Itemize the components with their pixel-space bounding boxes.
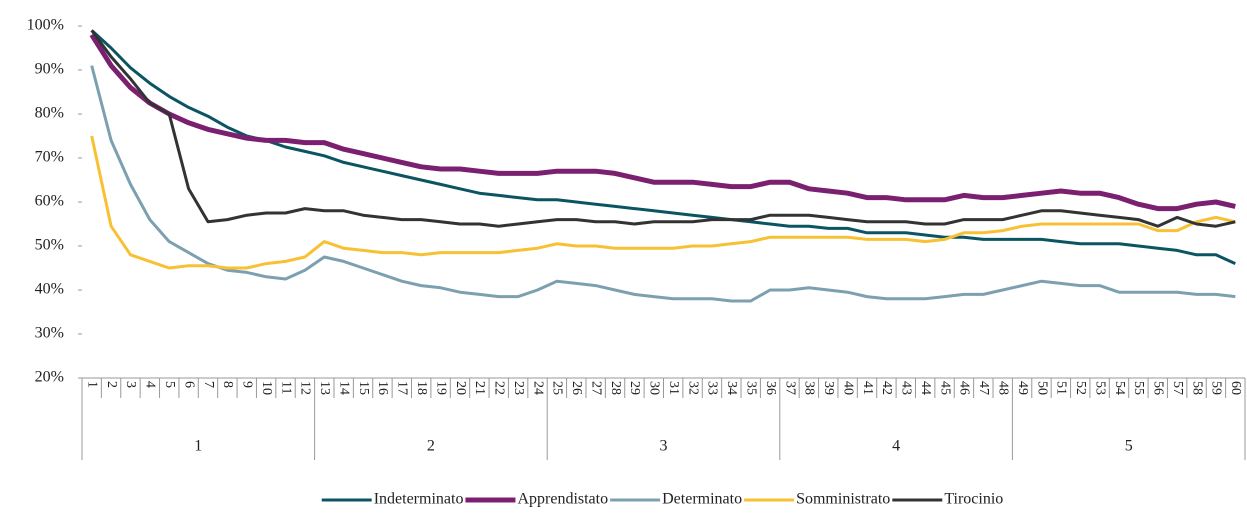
x-tick-label: 60 <box>1228 381 1243 395</box>
x-tick-label: 5 <box>162 381 177 388</box>
x-tick-label: 6 <box>181 381 196 388</box>
y-tick-label: 40% <box>35 281 64 298</box>
y-tick-label: 70% <box>35 149 64 166</box>
legend-label: Apprendistato <box>517 491 608 508</box>
x-tick-label: 58 <box>1189 381 1204 395</box>
x-tick-label: 39 <box>821 381 836 395</box>
x-tick-label: 20 <box>453 381 468 395</box>
x-tick-label: 9 <box>240 381 255 388</box>
x-tick-label: 55 <box>1131 381 1146 395</box>
group-label: 1 <box>194 438 202 455</box>
x-tick-label: 27 <box>588 381 603 395</box>
legend-item: Indeterminato <box>321 491 464 508</box>
x-tick-label: 45 <box>937 381 952 395</box>
x-tick-label: 36 <box>763 381 778 395</box>
x-tick-label: 22 <box>492 381 507 395</box>
x-tick-label: 13 <box>317 381 332 395</box>
group-label: 3 <box>660 438 668 455</box>
y-tick-label: 50% <box>35 237 64 254</box>
x-tick-label: 37 <box>782 381 797 395</box>
legend-item: Somministrato <box>744 491 890 508</box>
x-tick-label: 2 <box>104 381 119 388</box>
x-tick-label: 40 <box>840 381 855 395</box>
x-tick-label: 57 <box>1170 381 1185 395</box>
x-tick-label: 56 <box>1151 381 1166 395</box>
x-tick-label: 4 <box>143 381 158 388</box>
y-tick-label: 100% <box>27 17 64 34</box>
series-line <box>90 65 1236 303</box>
legend-item: Apprendistato <box>465 491 608 508</box>
x-tick-label: 31 <box>666 381 681 395</box>
x-tick-label: 35 <box>744 381 759 395</box>
y-tick-label: 80% <box>35 105 64 122</box>
x-tick-label: 14 <box>336 381 351 395</box>
series-line <box>90 29 1236 228</box>
x-tick-label: 53 <box>1092 381 1107 395</box>
x-tick-label: 38 <box>802 381 817 395</box>
legend-label: Determinato <box>662 491 742 508</box>
y-tick-label: 30% <box>35 325 64 342</box>
x-tick-label: 46 <box>957 381 972 395</box>
group-label: 5 <box>1125 438 1133 455</box>
x-tick-label: 24 <box>530 381 545 395</box>
x-tick-label: 54 <box>1112 381 1127 395</box>
series-line <box>90 29 1236 265</box>
legend-item: Tirocinio <box>892 491 1003 508</box>
x-tick-label: 3 <box>123 381 138 388</box>
x-tick-label: 8 <box>220 381 235 388</box>
x-tick-label: 52 <box>1073 381 1088 395</box>
legend-label: Indeterminato <box>374 491 464 508</box>
series-line <box>90 135 1236 270</box>
x-tick-label: 26 <box>569 381 584 395</box>
x-tick-label: 51 <box>1054 381 1069 395</box>
group-label: 2 <box>427 438 435 455</box>
legend-label: Somministrato <box>796 491 890 508</box>
x-tick-label: 21 <box>472 381 487 395</box>
x-tick-label: 48 <box>995 381 1010 395</box>
x-tick-label: 10 <box>259 381 274 395</box>
x-tick-label: 33 <box>705 381 720 395</box>
x-tick-label: 11 <box>278 381 293 394</box>
x-tick-label: 23 <box>511 381 526 395</box>
x-tick-label: 32 <box>685 381 700 395</box>
x-tick-label: 29 <box>627 381 642 395</box>
y-tick-label: 60% <box>35 193 64 210</box>
y-tick-label: 20% <box>35 369 64 386</box>
legend-label: Tirocinio <box>944 491 1003 508</box>
legend-item: Determinato <box>610 491 742 508</box>
x-tick-label: 43 <box>899 381 914 395</box>
x-tick-label: 25 <box>550 381 565 395</box>
x-tick-label: 44 <box>918 381 933 395</box>
legend: Indeterminato Apprendistato Determinato Som… <box>321 491 1003 508</box>
x-tick-label: 59 <box>1209 381 1224 395</box>
y-tick-label: 90% <box>35 61 64 78</box>
x-tick-label: 42 <box>879 381 894 395</box>
x-tick-label: 28 <box>608 381 623 395</box>
x-tick-label: 34 <box>724 381 739 395</box>
x-tick-label: 16 <box>375 381 390 395</box>
x-tick-label: 41 <box>860 381 875 395</box>
series-line <box>89 33 1236 212</box>
x-tick-label: 47 <box>976 381 991 395</box>
x-tick-label: 7 <box>201 381 216 388</box>
x-tick-label: 30 <box>647 381 662 395</box>
x-tick-label: 49 <box>1015 381 1030 395</box>
x-tick-label: 17 <box>395 381 410 395</box>
x-tick-label: 50 <box>1034 381 1049 395</box>
x-tick-label: 12 <box>298 381 313 395</box>
x-tick-label: 15 <box>356 381 371 395</box>
x-tick-label: 19 <box>433 381 448 395</box>
x-tick-label: 1 <box>84 381 99 388</box>
group-label: 4 <box>892 438 900 455</box>
x-tick-label: 18 <box>414 381 429 395</box>
